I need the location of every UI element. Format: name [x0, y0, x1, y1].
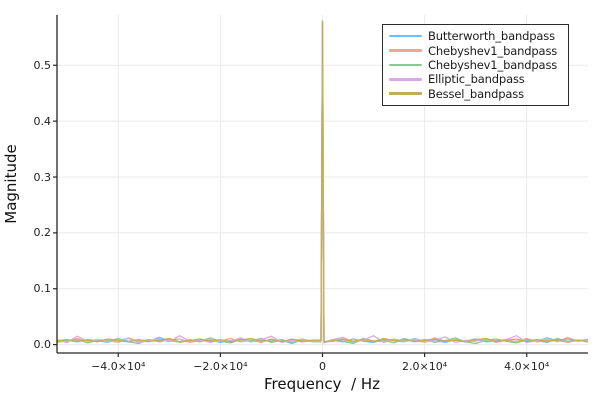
legend-line-sample — [389, 63, 422, 67]
x-tick-label: 0 — [319, 360, 326, 373]
series-line-Bessel_bandpass — [56, 20, 589, 343]
legend-item-label: Butterworth_bandpass — [428, 29, 555, 44]
y-axis-title: Magnitude — [2, 144, 20, 224]
legend-item: Bessel_bandpass — [389, 87, 564, 101]
y-tick-label: 0.1 — [33, 282, 52, 296]
y-tick-label: 0.5 — [33, 58, 52, 72]
legend-item-label: Bessel_bandpass — [428, 86, 524, 101]
legend-line-sample — [389, 92, 422, 96]
legend: Butterworth_bandpass Chebyshev1_bandpass C… — [382, 24, 569, 106]
y-tick-label: 0.2 — [33, 226, 52, 240]
x-tick-label: 2.0×10⁴ — [402, 360, 448, 373]
y-tick-label: 0.0 — [33, 338, 52, 352]
x-tick-label: 4.0×10⁴ — [504, 360, 550, 373]
legend-item: Elliptic_bandpass — [389, 72, 564, 86]
y-tick-label: 0.3 — [33, 170, 52, 184]
legend-item: Butterworth_bandpass — [389, 29, 564, 43]
legend-item-label: Chebyshev1_bandpass — [428, 57, 558, 72]
legend-item-label: Elliptic_bandpass — [428, 72, 525, 87]
legend-item: Chebyshev1_bandpass — [389, 43, 564, 58]
x-tick-label: −4.0×10⁴ — [91, 360, 146, 373]
legend-item-label: Chebyshev1_bandpass — [428, 43, 558, 58]
legend-line-sample — [389, 78, 422, 81]
legend-item: Chebyshev1_bandpass — [389, 58, 564, 72]
legend-line-sample — [389, 34, 422, 38]
x-axis-title: Frequency / Hz — [263, 375, 380, 393]
y-tick-label: 0.4 — [33, 114, 52, 128]
legend-line-sample — [389, 49, 422, 52]
x-tick-label: −2.0×10⁴ — [193, 360, 248, 373]
